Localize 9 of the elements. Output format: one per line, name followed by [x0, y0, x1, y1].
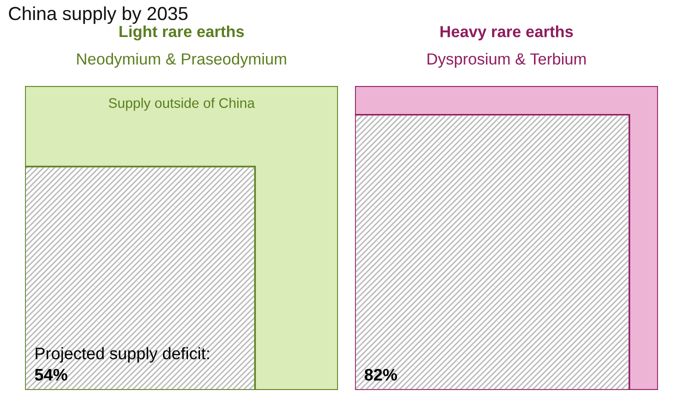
text: Projected supply deficit: [36, 347, 209, 363]
data-label: 54% [34, 368, 68, 381]
text: Neodymium & Praseodymium [77, 52, 286, 68]
text: Dysprosium & Terbium [428, 52, 586, 68]
text: Supply outside of China [108, 98, 255, 111]
text: Heavy rare earths [440, 26, 573, 40]
data-label: 82% [364, 368, 398, 381]
text: Light rare earths [120, 25, 244, 40]
text: China supply by 2035 [8, 6, 188, 24]
